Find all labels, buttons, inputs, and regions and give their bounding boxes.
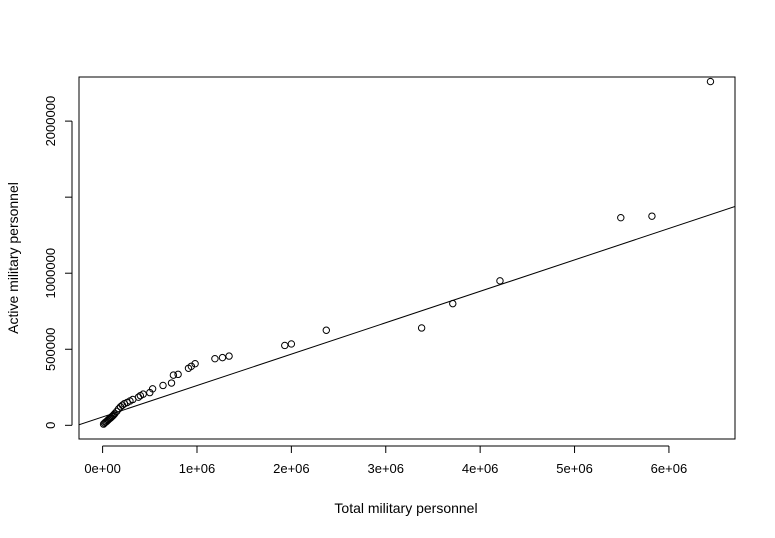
data-point [134,393,143,401]
data-point [281,341,289,350]
y-tick-label: 2000000 [43,96,58,147]
data-point [111,409,119,418]
data-point [617,213,625,222]
data-point [706,77,715,86]
y-tick-label: 0 [43,422,58,429]
data-point [496,277,504,285]
x-tick-label: 6e+06 [651,461,688,476]
data-points [99,77,715,428]
data-point [167,379,176,387]
y-tick-label: 500000 [43,328,58,371]
regression-line [79,206,735,426]
data-point [287,340,296,348]
data-point [169,371,178,379]
data-point [174,370,182,379]
plot-area [79,77,735,428]
data-point [148,385,157,393]
plot-frame [78,76,736,440]
data-point [648,212,656,220]
x-axis-label: Total military personnel [334,500,477,516]
data-point [322,326,330,334]
x-tick-label: 1e+06 [179,461,216,476]
x-tick-label: 0e+00 [84,461,121,476]
x-tick-label: 5e+06 [556,461,593,476]
y-axis: 0 500000 1000000 2000000 [43,96,73,429]
data-point [113,407,121,416]
data-point [449,299,457,308]
data-point [225,352,233,360]
data-point [211,354,219,363]
data-point [417,324,426,332]
data-point [139,390,147,398]
x-tick-label: 3e+06 [368,461,405,476]
data-point [218,353,227,362]
x-tick-label: 4e+06 [462,461,499,476]
data-point [187,362,196,370]
x-tick-label: 2e+06 [273,461,310,476]
data-point [159,381,167,390]
y-tick-label: 1000000 [43,248,58,299]
data-point [191,360,199,368]
data-point [109,411,117,420]
x-axis: 0e+00 1e+06 2e+06 3e+06 4e+06 5e+06 6e+06 [84,445,688,476]
y-axis-label: Active military personnel [5,182,21,334]
